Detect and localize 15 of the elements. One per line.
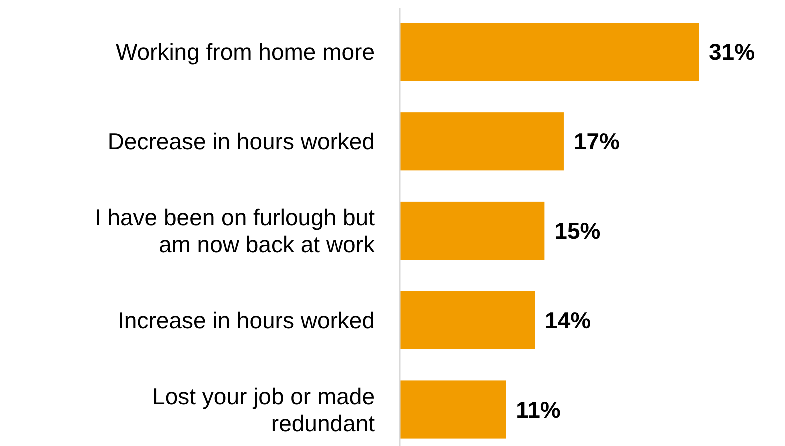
y-tick-label: Lost your job or made redundant — [152, 383, 376, 436]
bar — [400, 380, 506, 439]
y-tick-label: I have been on furlough but am now back at work — [94, 204, 376, 258]
data-label: 11% — [516, 396, 561, 423]
bar — [400, 291, 536, 350]
data-label: 14% — [545, 307, 592, 334]
bar — [400, 202, 545, 260]
y-tick-label: Working from home more — [116, 39, 375, 66]
bar — [400, 112, 564, 171]
bar — [400, 23, 699, 82]
y-tick-label: Decrease in hours worked — [108, 128, 375, 155]
data-label: 31% — [709, 39, 756, 66]
data-label: 17% — [574, 128, 620, 155]
data-label: 15% — [554, 218, 601, 244]
y-tick-label: Increase in hours worked — [118, 307, 375, 334]
